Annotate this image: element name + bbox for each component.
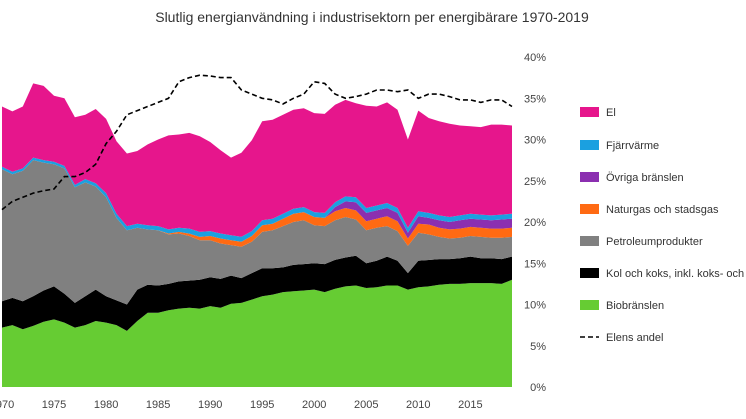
legend-label: Naturgas och stadsgas [606,204,719,216]
elens-andel-line [1,74,513,211]
chart-title: Slutlig energianvändning i industrisekto… [155,9,589,25]
x-tick-label: 1985 [146,399,170,411]
legend-label: Fjärrvärme [606,140,659,152]
x-tick-label: 1980 [94,399,118,411]
legend-swatch [580,268,599,278]
legend-swatch [580,300,599,310]
legend-swatch [580,107,599,117]
share-line [1,74,513,211]
legend-label: Elens andel [606,332,664,344]
y-tick-label: 35% [524,93,546,105]
area-series-0 [2,279,512,387]
x-tick-label: 1975 [42,399,66,411]
y-tick-label: 10% [524,300,546,312]
x-tick-label: 2005 [354,399,378,411]
y-tick-label: 30% [524,135,546,147]
y-tick-label: 20% [524,217,546,229]
legend-swatch [580,140,599,150]
x-tick-label: 1990 [198,399,222,411]
x-axis: 1970 1975 1980 1985 1990 1995 2000 2005 2010 2015 [0,399,483,411]
y-tick-label: 0% [530,382,546,394]
legend-label: Kol och koks, inkl. koks- och m [606,268,746,280]
area-series-1 [2,255,512,331]
x-tick-label: 1970 [0,399,14,411]
legend-swatch [580,172,599,182]
x-tick-label: 2015 [458,399,482,411]
area-series-2 [2,160,512,305]
legend-swatch [580,204,599,214]
legend-label: Övriga bränslen [606,172,684,184]
x-tick-label: 1995 [250,399,274,411]
stacked-areas [2,83,512,387]
legend-label: El [606,107,616,119]
y-tick-label: 25% [524,176,546,188]
x-tick-label: 2000 [302,399,326,411]
y-tick-label: 15% [524,258,546,270]
x-tick-label: 2010 [406,399,430,411]
legend: El Fjärrvärme Övriga bränslen Naturgas och … [580,107,746,344]
legend-swatch [580,236,599,246]
y-axis-right: 0% 5% 10% 15% 20% 25% 30% 35% 40% [524,52,546,394]
area-series-6 [2,83,512,237]
y-tick-label: 5% [530,341,546,353]
legend-label: Biobränslen [606,300,664,312]
y-tick-label: 40% [524,52,546,64]
area-series-3 [2,160,512,247]
legend-label: Petroleumprodukter [606,236,703,248]
